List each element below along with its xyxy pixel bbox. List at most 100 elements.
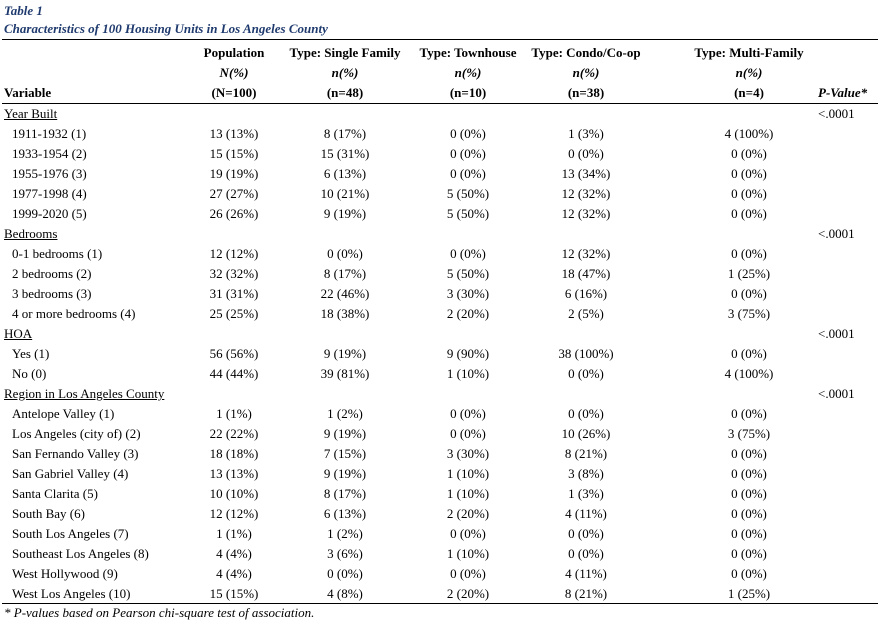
table-cell: 8 (17%) bbox=[323, 126, 367, 141]
table-cell: 9 (19%) bbox=[323, 426, 367, 441]
table-cell: 1 (10%) bbox=[446, 366, 490, 381]
table-cell: 27 (27%) bbox=[209, 186, 259, 201]
table-cell: 4 (100%) bbox=[724, 126, 774, 141]
section-label: Bedrooms bbox=[4, 226, 58, 241]
column-header: Type: Multi-Family bbox=[694, 45, 804, 60]
table-cell: 1 (25%) bbox=[727, 266, 771, 281]
table-cell: 7 (15%) bbox=[323, 446, 367, 461]
table-cell: 1 (10%) bbox=[446, 546, 490, 561]
table-cell: 0 (0%) bbox=[731, 346, 767, 361]
table-cell: 18 (38%) bbox=[320, 306, 370, 321]
table-cell: 4 (11%) bbox=[565, 566, 607, 581]
header-rule bbox=[2, 103, 878, 104]
table-title: Characteristics of 100 Housing Units in … bbox=[4, 21, 328, 36]
table-cell: 9 (19%) bbox=[323, 206, 367, 221]
table-cell: 13 (13%) bbox=[209, 126, 259, 141]
table-cell: 3 (75%) bbox=[727, 306, 771, 321]
table-cell: 10 (21%) bbox=[320, 186, 370, 201]
table-cell: 22 (46%) bbox=[320, 286, 370, 301]
table-cell: 9 (90%) bbox=[446, 346, 490, 361]
table-cell: 9 (19%) bbox=[323, 346, 367, 361]
table-cell: 3 (8%) bbox=[568, 466, 604, 481]
table-cell: 0 (0%) bbox=[450, 566, 486, 581]
table-label: Table 1 bbox=[4, 3, 43, 18]
row-label: 3 bedrooms (3) bbox=[12, 286, 92, 301]
table-cell: 0 (0%) bbox=[731, 166, 767, 181]
table-cell: 12 (12%) bbox=[209, 246, 259, 261]
row-label: 1955-1976 (3) bbox=[12, 166, 87, 181]
table-cell: 0 (0%) bbox=[731, 546, 767, 561]
table-cell: 0 (0%) bbox=[731, 246, 767, 261]
table-cell: 1 (3%) bbox=[568, 126, 604, 141]
footnote: * P-values based on Pearson chi-square t… bbox=[4, 605, 315, 620]
row-label: San Fernando Valley (3) bbox=[12, 446, 139, 461]
table-cell: 0 (0%) bbox=[450, 126, 486, 141]
table-cell: 0 (0%) bbox=[731, 146, 767, 161]
row-label: West Hollywood (9) bbox=[12, 566, 118, 581]
row-label: 1999-2020 (5) bbox=[12, 206, 87, 221]
table-cell: 4 (100%) bbox=[724, 366, 774, 381]
table-cell: 6 (13%) bbox=[323, 506, 367, 521]
column-header: Type: Townhouse bbox=[419, 45, 517, 60]
table-cell: 2 (20%) bbox=[446, 506, 490, 521]
table-cell: 4 (4%) bbox=[216, 546, 252, 561]
column-n: (n=38) bbox=[567, 85, 605, 100]
section-label: HOA bbox=[4, 326, 33, 341]
table-cell: 25 (25%) bbox=[209, 306, 259, 321]
bottom-rule bbox=[2, 603, 878, 604]
table-cell: 0 (0%) bbox=[327, 566, 363, 581]
table-cell: 32 (32%) bbox=[209, 266, 259, 281]
section-pvalue: <.0001 bbox=[818, 326, 855, 341]
table-cell: 13 (34%) bbox=[561, 166, 611, 181]
table-cell: 31 (31%) bbox=[209, 286, 259, 301]
row-label: South Bay (6) bbox=[12, 506, 85, 521]
table-cell: 6 (16%) bbox=[564, 286, 608, 301]
row-label: 4 or more bedrooms (4) bbox=[12, 306, 136, 321]
table-cell: 0 (0%) bbox=[731, 406, 767, 421]
table-cell: 2 (20%) bbox=[446, 306, 490, 321]
table-cell: 5 (50%) bbox=[446, 206, 490, 221]
table-cell: 15 (31%) bbox=[320, 146, 370, 161]
table-cell: 44 (44%) bbox=[209, 366, 259, 381]
table-cell: 0 (0%) bbox=[731, 446, 767, 461]
row-label: Southeast Los Angeles (8) bbox=[12, 546, 149, 561]
table-cell: 1 (2%) bbox=[327, 526, 363, 541]
table-cell: 0 (0%) bbox=[731, 566, 767, 581]
table-cell: 1 (10%) bbox=[446, 486, 490, 501]
table-cell: 5 (50%) bbox=[446, 186, 490, 201]
table-cell: 1 (1%) bbox=[216, 526, 252, 541]
table-cell: 0 (0%) bbox=[731, 206, 767, 221]
table-cell: 12 (32%) bbox=[561, 246, 611, 261]
table-cell: 1 (1%) bbox=[216, 406, 252, 421]
table-cell: 0 (0%) bbox=[731, 186, 767, 201]
row-label: 0-1 bedrooms (1) bbox=[12, 246, 103, 261]
row-label: Yes (1) bbox=[12, 346, 50, 361]
table-cell: 1 (2%) bbox=[327, 406, 363, 421]
table-cell: 3 (75%) bbox=[727, 426, 771, 441]
table-cell: 0 (0%) bbox=[450, 526, 486, 541]
column-stat: n(%) bbox=[331, 65, 359, 80]
column-header: Population bbox=[203, 45, 265, 60]
table-cell: 6 (13%) bbox=[323, 166, 367, 181]
column-stat: N(%) bbox=[219, 65, 249, 80]
column-stat: n(%) bbox=[735, 65, 763, 80]
table-cell: 10 (10%) bbox=[209, 486, 259, 501]
table-cell: 0 (0%) bbox=[568, 406, 604, 421]
table-cell: 0 (0%) bbox=[731, 286, 767, 301]
table-cell: 4 (8%) bbox=[327, 586, 363, 601]
table-cell: 2 (20%) bbox=[446, 586, 490, 601]
table-cell: 0 (0%) bbox=[731, 506, 767, 521]
table-cell: 0 (0%) bbox=[731, 526, 767, 541]
row-label: South Los Angeles (7) bbox=[12, 526, 129, 541]
table-cell: 26 (26%) bbox=[209, 206, 259, 221]
column-stat: n(%) bbox=[572, 65, 600, 80]
row-label: 1977-1998 (4) bbox=[12, 186, 87, 201]
table-cell: 2 (5%) bbox=[568, 306, 604, 321]
table-cell: 15 (15%) bbox=[209, 586, 259, 601]
table-cell: 12 (32%) bbox=[561, 186, 611, 201]
table-cell: 0 (0%) bbox=[450, 246, 486, 261]
table-cell: 8 (21%) bbox=[564, 586, 608, 601]
table-cell: 18 (18%) bbox=[209, 446, 259, 461]
table-cell: 38 (100%) bbox=[558, 346, 614, 361]
row-label: San Gabriel Valley (4) bbox=[12, 466, 129, 481]
